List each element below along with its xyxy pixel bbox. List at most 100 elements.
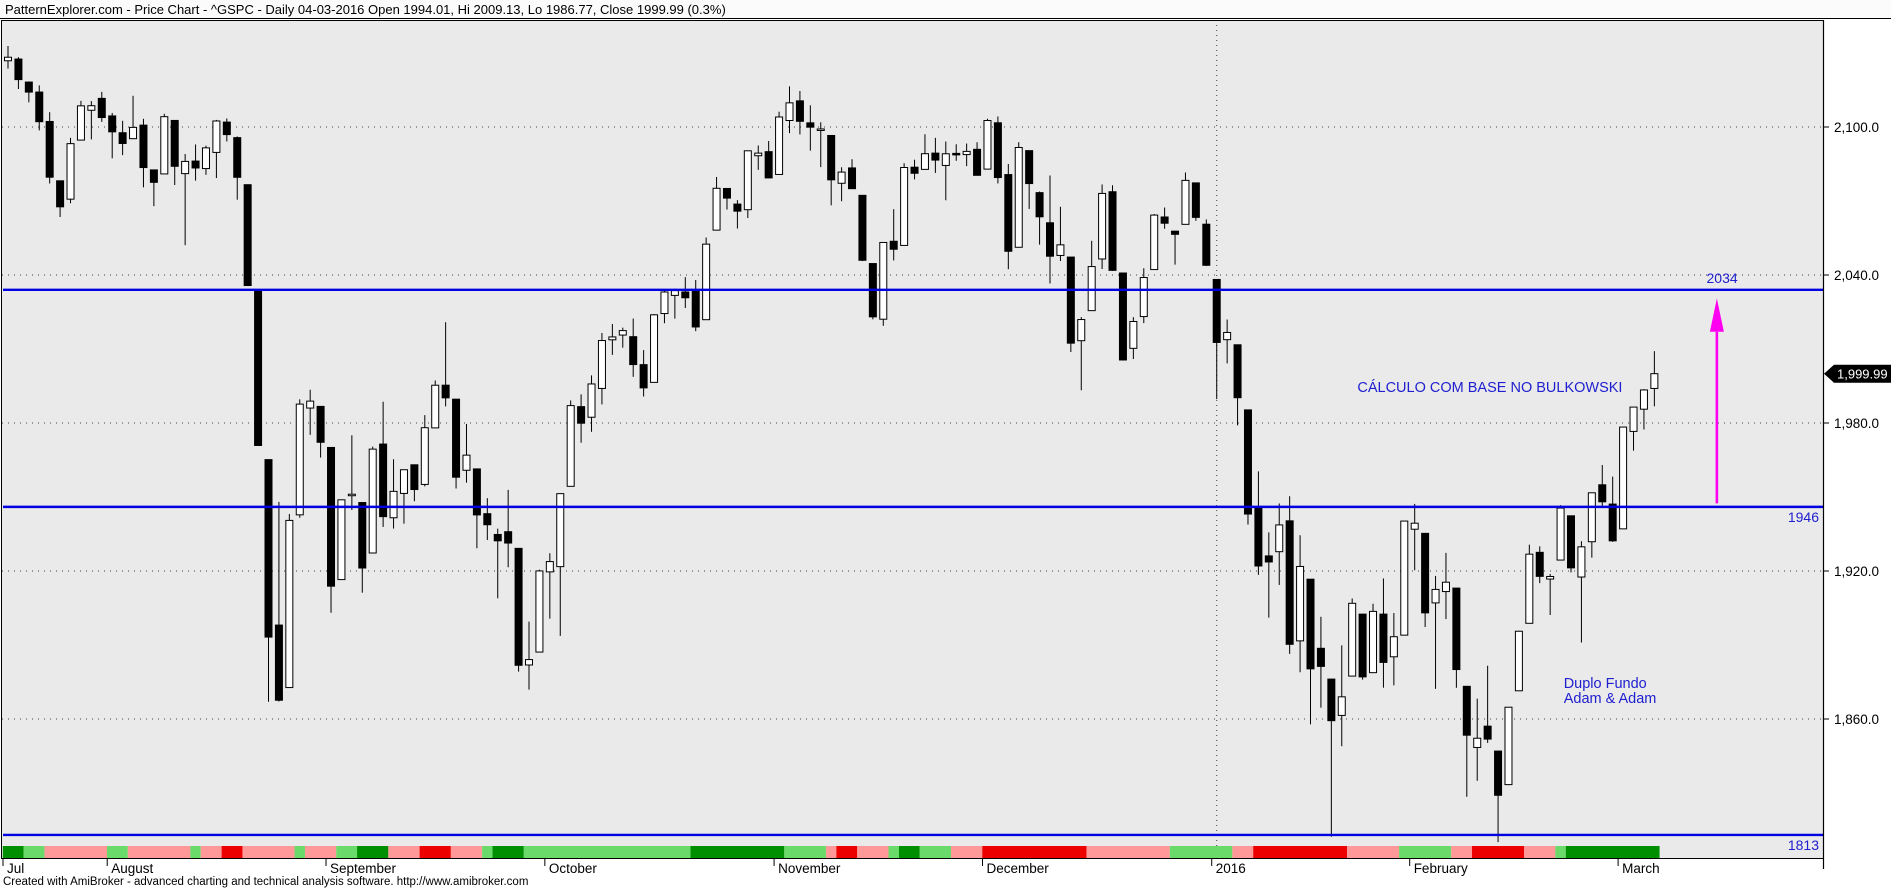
candle-body bbox=[452, 398, 461, 478]
candle-body bbox=[681, 291, 690, 299]
candle-body bbox=[743, 150, 752, 211]
candle-body bbox=[14, 58, 23, 81]
candle-body bbox=[597, 340, 606, 389]
candle-body bbox=[1316, 647, 1325, 667]
candle-body bbox=[1191, 182, 1200, 218]
y-axis-label: 1,980.0 bbox=[1834, 416, 1879, 431]
candle-body bbox=[327, 446, 336, 587]
candle-body bbox=[35, 91, 44, 123]
candle-body bbox=[1306, 578, 1315, 670]
ribbon-segment bbox=[825, 846, 837, 859]
candle-body bbox=[389, 490, 398, 519]
candle-body bbox=[1567, 515, 1575, 569]
annotation-double-bottom-line1[interactable]: Duplo Fundo bbox=[1564, 676, 1647, 692]
candle-body bbox=[1129, 320, 1138, 349]
candle-body bbox=[295, 403, 304, 516]
ribbon-segment bbox=[44, 846, 107, 859]
candle-body bbox=[1379, 613, 1388, 663]
candle-body bbox=[483, 513, 492, 526]
ribbon-segment bbox=[242, 846, 295, 859]
month-label-September: September bbox=[330, 861, 397, 876]
ribbon-segment bbox=[190, 846, 201, 859]
candle-body bbox=[1358, 613, 1367, 678]
candle-body bbox=[1046, 222, 1054, 257]
candle-body bbox=[1556, 507, 1565, 561]
candle-body bbox=[629, 336, 638, 366]
candle-body bbox=[504, 531, 513, 544]
annotations[interactable]: CÁLCULO COM BASE NO BULKOWSKI Duplo Fundo… bbox=[1357, 379, 1656, 707]
candle-body bbox=[1243, 409, 1252, 515]
candle-body bbox=[1275, 524, 1284, 553]
ribbon-segment bbox=[919, 846, 952, 859]
arrow-head-icon bbox=[1709, 298, 1724, 332]
measure-arrow[interactable] bbox=[1709, 298, 1724, 504]
price-tag-value: 1,999.99 bbox=[1837, 367, 1888, 382]
price-tag-arrow-icon bbox=[1824, 364, 1891, 383]
candle-body bbox=[941, 153, 950, 166]
candle-body bbox=[170, 119, 179, 167]
candle-body bbox=[650, 314, 659, 383]
candle-body bbox=[1441, 581, 1450, 593]
candle-body bbox=[1525, 553, 1534, 624]
candle-body bbox=[1035, 192, 1044, 218]
ribbon-segment bbox=[1451, 846, 1473, 859]
candle-body bbox=[587, 383, 596, 418]
candle-body bbox=[910, 166, 919, 174]
candle-body bbox=[848, 167, 857, 190]
candle-body bbox=[1431, 588, 1440, 604]
ribbon-segment bbox=[1086, 846, 1170, 859]
candle-body bbox=[1598, 484, 1607, 503]
annotation-bulkowski[interactable]: CÁLCULO COM BASE NO BULKOWSKI bbox=[1357, 379, 1622, 396]
candle-body bbox=[139, 124, 148, 169]
candle-body bbox=[285, 519, 294, 689]
candle-body bbox=[87, 105, 96, 111]
candle-body bbox=[4, 56, 12, 62]
candle-body bbox=[858, 194, 867, 261]
candle-body bbox=[670, 290, 679, 296]
candle-body bbox=[535, 570, 544, 653]
candle-body bbox=[1639, 389, 1648, 410]
support-resistance-lines[interactable]: 2034 1946 1813 bbox=[3, 270, 1823, 853]
candle-body bbox=[1650, 373, 1659, 389]
candle-body bbox=[691, 290, 700, 328]
ribbon-segment bbox=[1524, 846, 1556, 859]
month-label-October: October bbox=[549, 861, 598, 876]
candle-body bbox=[1577, 546, 1586, 578]
candle-body bbox=[608, 336, 617, 341]
level-label-2034: 2034 bbox=[1707, 270, 1738, 286]
annotation-double-bottom-line2[interactable]: Adam & Adam bbox=[1564, 691, 1657, 707]
y-axis-label: 1,920.0 bbox=[1834, 564, 1879, 579]
candle-body bbox=[545, 561, 554, 573]
candle-body bbox=[316, 405, 325, 443]
candle-body bbox=[1202, 223, 1211, 266]
ribbon-segment bbox=[784, 846, 826, 859]
candle-body bbox=[129, 126, 138, 140]
y-axis-label: 1,860.0 bbox=[1834, 712, 1879, 727]
candle-body bbox=[1587, 492, 1596, 543]
candle-body bbox=[56, 180, 65, 208]
candle-body bbox=[1014, 146, 1023, 248]
candle-body bbox=[1494, 750, 1503, 796]
y-axis-label: 2,040.0 bbox=[1834, 268, 1879, 283]
candle-body bbox=[149, 169, 158, 183]
ribbon-segment bbox=[1472, 846, 1525, 859]
candle-body bbox=[931, 152, 940, 161]
candle-body bbox=[1223, 331, 1232, 341]
ribbon-segment bbox=[898, 846, 920, 859]
candle-body bbox=[1608, 503, 1617, 542]
candle-body bbox=[1118, 272, 1127, 361]
candle-body bbox=[243, 184, 252, 287]
ribbon-segment bbox=[888, 846, 899, 859]
chart-title: PatternExplorer.com - Price Chart - ^GSP… bbox=[0, 0, 1891, 19]
candle-body bbox=[472, 468, 481, 516]
month-label-March: March bbox=[1622, 861, 1660, 876]
candle-body bbox=[993, 122, 1002, 179]
candle-body bbox=[889, 240, 898, 250]
ribbon-segment bbox=[107, 846, 128, 859]
ribbon-segment bbox=[221, 846, 243, 859]
candle-body bbox=[1504, 706, 1513, 786]
plot-background bbox=[2, 20, 1823, 859]
candle-body bbox=[347, 493, 356, 497]
ribbon-segment bbox=[857, 846, 889, 859]
